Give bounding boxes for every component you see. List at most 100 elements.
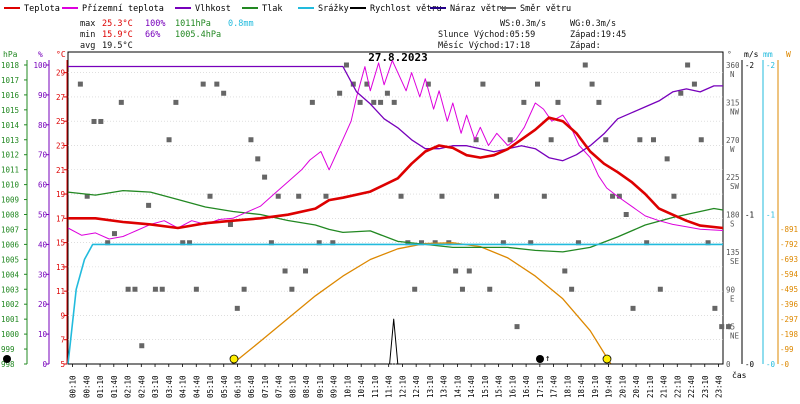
celsius-tick-label: 23 — [56, 141, 65, 150]
left-axes: hPa% °C1018101710161015101410131012101110… — [1, 50, 68, 369]
hpa-tick-label: 1010 — [1, 181, 20, 190]
sun-tick-label: -297 — [780, 315, 798, 324]
legend-label: Směr větru — [520, 4, 571, 14]
percent-tick-label: 50 — [38, 211, 48, 220]
x-tick-label: 11:10 — [371, 375, 380, 398]
hpa-tick-label: 1018 — [1, 61, 20, 70]
wind-direction-mark — [548, 137, 554, 143]
x-tick-label: 02:10 — [124, 375, 133, 398]
direction-name-label: E — [730, 294, 735, 303]
celsius-tick-label: 5 — [60, 360, 65, 369]
stats-max-rain: 0.8mm — [228, 19, 254, 29]
wind-direction-mark — [187, 240, 193, 246]
direction-name-label: NE — [730, 332, 740, 341]
wind-direction-mark — [507, 137, 513, 143]
wind-direction-mark — [391, 99, 397, 105]
wind-direction-mark — [105, 240, 111, 246]
percent-tick-label: 0 — [42, 360, 47, 369]
plot-area — [67, 51, 724, 365]
wind-direction-mark — [207, 193, 213, 199]
series-tlak — [67, 189, 724, 253]
wind-direction-mark — [255, 156, 261, 162]
stats-avg-temp: 19.5°C — [102, 41, 133, 51]
wind-direction-mark — [685, 62, 691, 68]
wind-direction-mark — [650, 137, 656, 143]
x-tick-label: 21:40 — [660, 375, 669, 398]
x-tick-label: 04:10 — [179, 375, 188, 398]
wind-direction-mark — [200, 81, 206, 87]
x-tick-label: 00:40 — [82, 375, 91, 398]
x-tick-label: 18:10 — [563, 375, 572, 398]
wind-direction-mark — [350, 81, 356, 87]
percent-tick-label: 70 — [38, 151, 48, 160]
wind-direction-mark — [111, 231, 117, 237]
wind-direction-mark — [657, 286, 663, 292]
wind-direction-mark — [500, 240, 506, 246]
wind-direction-mark — [262, 174, 268, 180]
celsius-tick-label: 15 — [56, 239, 65, 248]
stats-max-temp: 25.3°C — [102, 19, 133, 29]
hpa-tick-label: 999 — [1, 345, 15, 354]
x-tick-label: 10:10 — [343, 375, 352, 398]
x-tick-label: 02:40 — [137, 375, 146, 398]
x-tick-label: 23:10 — [701, 375, 710, 398]
stats-max-hum: 100% — [145, 19, 165, 29]
wind-direction-mark — [473, 137, 479, 143]
celsius-tick-label: 19 — [56, 190, 65, 199]
wind-direction-mark — [453, 268, 459, 274]
x-tick-label: 07:40 — [275, 375, 284, 398]
wind-direction-mark — [248, 137, 254, 143]
series-srážky — [67, 243, 723, 365]
wind-direction-mark — [296, 193, 302, 199]
hpa-tick-label: 1007 — [1, 225, 19, 234]
wind-direction-mark — [180, 240, 186, 246]
celsius-tick-label: 25 — [56, 117, 65, 126]
x-tick-label: 05:10 — [206, 375, 215, 398]
wind-direction-mark — [221, 90, 227, 96]
legend-label: Rychlost větru — [370, 4, 442, 14]
stats-block: max 25.3°C 100% 1011hPa 0.8mm min 15.9°C… — [80, 19, 254, 51]
percent-tick-label: 30 — [38, 270, 48, 279]
sun-tick-label: -693 — [780, 255, 798, 264]
celsius-tick-label: 7 — [60, 336, 65, 345]
wind-tick-label: -1 — [745, 211, 754, 220]
rain-tick-label: -0 — [766, 360, 776, 369]
wind-direction-mark — [562, 268, 568, 274]
wind-direction-mark — [637, 137, 643, 143]
stats-min-hum: 66% — [145, 30, 160, 40]
wind-direction-mark — [316, 240, 322, 246]
stats-max-press: 1011hPa — [175, 19, 211, 29]
sun-tick-label: -792 — [780, 240, 798, 249]
sun-tick-label: -99 — [780, 345, 794, 354]
hpa-tick-label: 1013 — [1, 136, 19, 145]
x-tick-label: 21:10 — [646, 375, 655, 398]
direction-name-label: NW — [730, 107, 740, 116]
wind-direction-mark — [275, 193, 281, 199]
wind-direction-mark — [152, 286, 158, 292]
hpa-tick-label: 1006 — [1, 240, 20, 249]
wind-direction-mark — [364, 81, 370, 87]
wind-direction-mark — [77, 81, 83, 87]
percent-tick-label: 10 — [38, 330, 48, 339]
wind-tick-label: -2 — [745, 61, 754, 70]
x-tick-label: 13:40 — [440, 375, 449, 398]
wind-direction-mark — [384, 90, 390, 96]
moon-icon — [3, 355, 11, 363]
info-moon-rise: Měsíc Východ:17:18 — [438, 41, 530, 51]
hpa-tick-label: 1002 — [1, 300, 19, 309]
wind-direction-mark — [193, 286, 199, 292]
x-tick-label: 03:10 — [151, 375, 160, 398]
hpa-tick-label: 1008 — [1, 211, 20, 220]
wind-direction-mark — [303, 268, 309, 274]
hpa-tick-label: 1009 — [1, 196, 19, 205]
direction-tick-label: 135 — [726, 248, 740, 257]
wind-direction-mark — [528, 240, 534, 246]
wind-direction-mark — [439, 193, 445, 199]
sun-moon-markers: ↑ — [3, 354, 612, 364]
rain-tick-label: -1 — [766, 211, 775, 220]
wind-direction-mark — [623, 212, 629, 217]
wind-direction-mark — [719, 324, 725, 330]
sun-tick-label: -594 — [780, 270, 799, 279]
wind-direction-mark — [371, 99, 377, 105]
wind-direction-mark — [705, 240, 711, 246]
